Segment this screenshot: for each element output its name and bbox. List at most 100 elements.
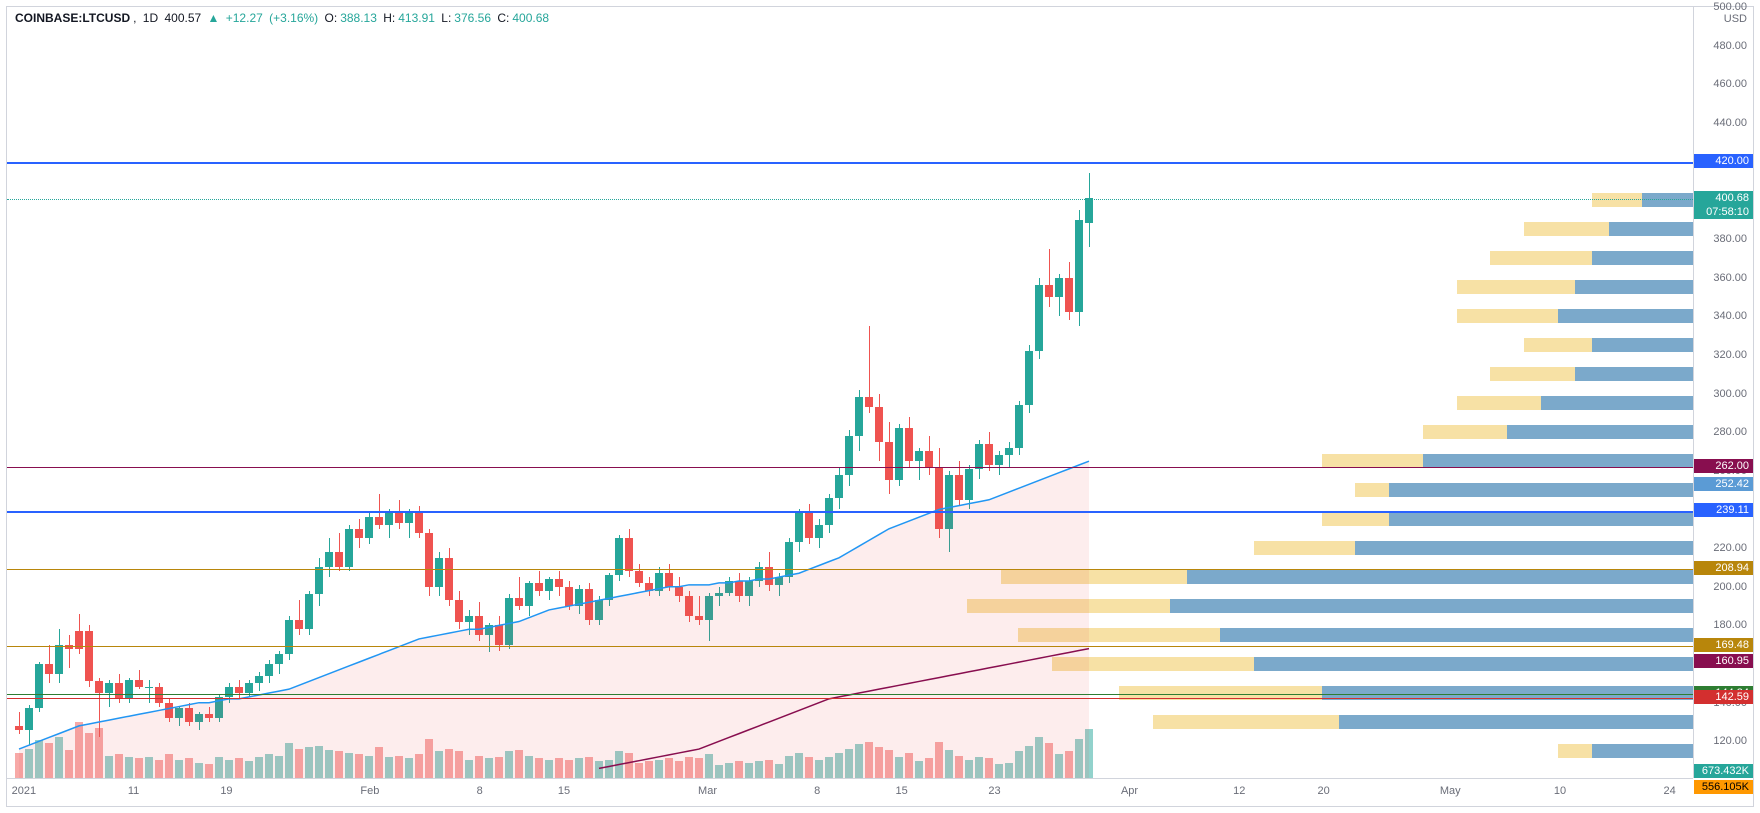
candle-body[interactable] (355, 529, 363, 539)
horizontal-line[interactable] (7, 694, 1693, 695)
candle-body[interactable] (875, 407, 883, 442)
horizontal-line[interactable] (7, 646, 1693, 647)
candle-body[interactable] (695, 616, 703, 620)
candle-body[interactable] (785, 542, 793, 577)
candle-body[interactable] (455, 600, 463, 621)
candle-body[interactable] (385, 513, 393, 525)
candle-body[interactable] (965, 469, 973, 500)
candle-body[interactable] (35, 664, 43, 708)
candle-body[interactable] (605, 575, 613, 600)
candle-body[interactable] (305, 594, 313, 629)
candle-body[interactable] (495, 625, 503, 644)
time-axis[interactable]: 20211119Feb815Mar81523Apr1220May1024 (7, 778, 1693, 806)
candle-body[interactable] (675, 587, 683, 597)
chart-area[interactable] (7, 7, 1693, 778)
candle-body[interactable] (125, 680, 133, 699)
candle-body[interactable] (945, 475, 953, 529)
candle-body[interactable] (545, 579, 553, 591)
candle-body[interactable] (925, 451, 933, 466)
candle-body[interactable] (1085, 198, 1093, 223)
candle-body[interactable] (275, 654, 283, 664)
candle-body[interactable] (975, 444, 983, 469)
candle-body[interactable] (885, 442, 893, 481)
candle-body[interactable] (665, 573, 673, 587)
candle-body[interactable] (215, 697, 223, 718)
candle-body[interactable] (265, 664, 273, 676)
candle-body[interactable] (1055, 278, 1063, 297)
candle-body[interactable] (325, 552, 333, 567)
candle-body[interactable] (435, 558, 443, 587)
candle-body[interactable] (55, 645, 63, 674)
candle-body[interactable] (645, 583, 653, 591)
candle-body[interactable] (15, 726, 23, 730)
candle-body[interactable] (375, 517, 383, 525)
candle-body[interactable] (805, 513, 813, 538)
horizontal-line[interactable] (7, 569, 1693, 570)
candle-body[interactable] (635, 571, 643, 583)
candle-body[interactable] (465, 616, 473, 622)
candle-body[interactable] (525, 583, 533, 606)
candle-body[interactable] (1035, 285, 1043, 351)
candle-body[interactable] (565, 587, 573, 606)
candle-body[interactable] (835, 475, 843, 498)
candle-body[interactable] (595, 600, 603, 619)
candle-body[interactable] (1045, 285, 1053, 297)
candle-body[interactable] (855, 397, 863, 436)
candle-body[interactable] (815, 525, 823, 539)
candle-body[interactable] (175, 708, 183, 718)
candle-body[interactable] (1005, 448, 1013, 456)
candle-body[interactable] (335, 552, 343, 567)
candle-body[interactable] (115, 683, 123, 698)
candle-body[interactable] (475, 616, 483, 635)
candle-body[interactable] (745, 581, 753, 596)
candle-body[interactable] (505, 598, 513, 644)
candle-body[interactable] (625, 538, 633, 571)
candle-body[interactable] (405, 513, 413, 523)
candle-body[interactable] (535, 583, 543, 591)
candle-body[interactable] (575, 589, 583, 606)
candle-body[interactable] (1065, 278, 1073, 313)
candle-body[interactable] (25, 708, 33, 729)
horizontal-line[interactable] (7, 162, 1693, 164)
candle-body[interactable] (795, 513, 803, 542)
candle-body[interactable] (865, 397, 873, 407)
candle-body[interactable] (985, 444, 993, 465)
candle-body[interactable] (775, 577, 783, 585)
candle-body[interactable] (905, 428, 913, 461)
candle-body[interactable] (715, 593, 723, 597)
candle-body[interactable] (105, 683, 113, 693)
candle-body[interactable] (725, 581, 733, 593)
candle-body[interactable] (915, 451, 923, 461)
candle-body[interactable] (415, 513, 423, 532)
candle-body[interactable] (935, 467, 943, 529)
candle-body[interactable] (1025, 351, 1033, 405)
candle-body[interactable] (135, 680, 143, 688)
candle-body[interactable] (395, 513, 403, 523)
candle-body[interactable] (365, 517, 373, 538)
candle-body[interactable] (445, 558, 453, 601)
candle-body[interactable] (685, 596, 693, 615)
candle-body[interactable] (225, 687, 233, 697)
candle-body[interactable] (735, 581, 743, 596)
candle-body[interactable] (515, 598, 523, 606)
candle-body[interactable] (145, 687, 153, 688)
candle-body[interactable] (345, 529, 353, 568)
candle-body[interactable] (1075, 220, 1083, 313)
candle-body[interactable] (95, 681, 103, 693)
candle-body[interactable] (45, 664, 53, 674)
candle-body[interactable] (555, 579, 563, 587)
candle-body[interactable] (655, 573, 663, 590)
candle-body[interactable] (845, 436, 853, 475)
candle-body[interactable] (195, 714, 203, 722)
candle-body[interactable] (235, 687, 243, 693)
candle-body[interactable] (205, 714, 213, 718)
candle-body[interactable] (1015, 405, 1023, 448)
price-axis[interactable]: 120.00140.00160.00180.00200.00220.00240.… (1693, 7, 1753, 778)
candle-body[interactable] (895, 428, 903, 480)
candle-body[interactable] (315, 567, 323, 594)
candle-body[interactable] (285, 620, 293, 655)
horizontal-line[interactable] (7, 467, 1693, 468)
candle-body[interactable] (425, 533, 433, 587)
candle-body[interactable] (255, 676, 263, 684)
candle-body[interactable] (295, 620, 303, 630)
